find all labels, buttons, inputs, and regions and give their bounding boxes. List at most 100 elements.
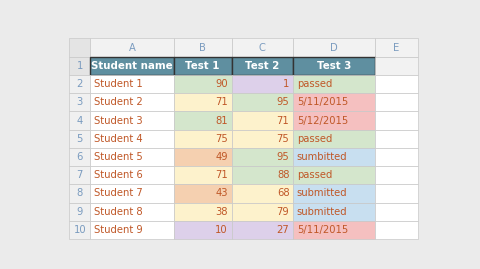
Bar xyxy=(292,38,374,57)
Text: 1: 1 xyxy=(282,79,289,89)
Text: 5/11/2015: 5/11/2015 xyxy=(296,225,348,235)
Bar xyxy=(90,148,173,166)
Text: Student 3: Student 3 xyxy=(94,115,142,126)
Bar xyxy=(374,130,417,148)
Bar xyxy=(90,57,173,75)
Bar xyxy=(374,148,417,166)
Text: A: A xyxy=(128,43,135,53)
Bar xyxy=(173,111,231,130)
Text: 5/11/2015: 5/11/2015 xyxy=(296,97,348,107)
Bar xyxy=(231,184,292,203)
Bar xyxy=(173,130,231,148)
Text: Student 5: Student 5 xyxy=(94,152,142,162)
Text: Student 8: Student 8 xyxy=(94,207,142,217)
Text: 95: 95 xyxy=(276,97,289,107)
Bar xyxy=(374,57,417,75)
Bar xyxy=(90,221,173,239)
Bar xyxy=(374,203,417,221)
Bar xyxy=(231,93,292,111)
Bar xyxy=(374,184,417,203)
Bar xyxy=(292,166,374,184)
Bar xyxy=(292,75,374,93)
Bar xyxy=(231,203,292,221)
Text: passed: passed xyxy=(296,79,332,89)
Bar xyxy=(69,57,90,75)
Text: 79: 79 xyxy=(276,207,289,217)
Text: Test 1: Test 1 xyxy=(185,61,219,71)
Bar xyxy=(69,166,90,184)
Bar xyxy=(231,221,292,239)
Text: 5/12/2015: 5/12/2015 xyxy=(296,115,348,126)
Text: 71: 71 xyxy=(276,115,289,126)
Text: passed: passed xyxy=(296,134,332,144)
Bar xyxy=(374,38,417,57)
Text: 4: 4 xyxy=(76,115,83,126)
Bar xyxy=(90,130,173,148)
Text: Test 3: Test 3 xyxy=(316,61,350,71)
Bar xyxy=(374,221,417,239)
Bar xyxy=(90,203,173,221)
Text: 6: 6 xyxy=(76,152,83,162)
Text: submitted: submitted xyxy=(296,188,347,199)
Bar xyxy=(292,148,374,166)
Text: 90: 90 xyxy=(215,79,228,89)
Text: Student 9: Student 9 xyxy=(94,225,142,235)
Bar xyxy=(231,148,292,166)
Text: Student 7: Student 7 xyxy=(94,188,142,199)
Text: 71: 71 xyxy=(215,170,228,180)
Bar xyxy=(173,148,231,166)
Text: submitted: submitted xyxy=(296,207,347,217)
Text: 75: 75 xyxy=(215,134,228,144)
Text: passed: passed xyxy=(296,170,332,180)
Text: 38: 38 xyxy=(215,207,228,217)
Bar xyxy=(69,130,90,148)
Bar xyxy=(292,130,374,148)
Bar xyxy=(90,75,173,93)
Text: 95: 95 xyxy=(276,152,289,162)
Bar xyxy=(90,184,173,203)
Text: Student 6: Student 6 xyxy=(94,170,142,180)
Text: 3: 3 xyxy=(76,97,83,107)
Bar xyxy=(231,75,292,93)
Bar xyxy=(231,111,292,130)
Bar xyxy=(90,38,173,57)
Bar xyxy=(374,111,417,130)
Bar xyxy=(173,93,231,111)
Text: 88: 88 xyxy=(276,170,289,180)
Text: Student 2: Student 2 xyxy=(94,97,142,107)
Bar xyxy=(90,111,173,130)
Bar xyxy=(173,184,231,203)
Text: 9: 9 xyxy=(76,207,83,217)
Bar xyxy=(69,203,90,221)
Bar xyxy=(90,166,173,184)
Bar xyxy=(173,75,231,93)
Text: 75: 75 xyxy=(276,134,289,144)
Bar xyxy=(292,57,374,75)
Text: 5: 5 xyxy=(76,134,83,144)
Bar xyxy=(69,38,90,57)
Bar xyxy=(292,203,374,221)
Text: 2: 2 xyxy=(76,79,83,89)
Bar xyxy=(69,184,90,203)
Bar xyxy=(173,166,231,184)
Text: Student name: Student name xyxy=(91,61,172,71)
Text: D: D xyxy=(330,43,337,53)
Text: 68: 68 xyxy=(276,188,289,199)
Bar xyxy=(292,184,374,203)
Text: 71: 71 xyxy=(215,97,228,107)
Text: 10: 10 xyxy=(215,225,228,235)
Bar xyxy=(90,93,173,111)
Bar xyxy=(173,38,231,57)
Bar xyxy=(69,111,90,130)
Bar xyxy=(374,93,417,111)
Bar xyxy=(292,111,374,130)
Bar xyxy=(231,57,292,75)
Bar xyxy=(231,166,292,184)
Bar xyxy=(173,221,231,239)
Bar xyxy=(69,148,90,166)
Text: Student 4: Student 4 xyxy=(94,134,142,144)
Text: 27: 27 xyxy=(276,225,289,235)
Text: E: E xyxy=(393,43,399,53)
Text: Test 2: Test 2 xyxy=(245,61,279,71)
Bar xyxy=(374,75,417,93)
